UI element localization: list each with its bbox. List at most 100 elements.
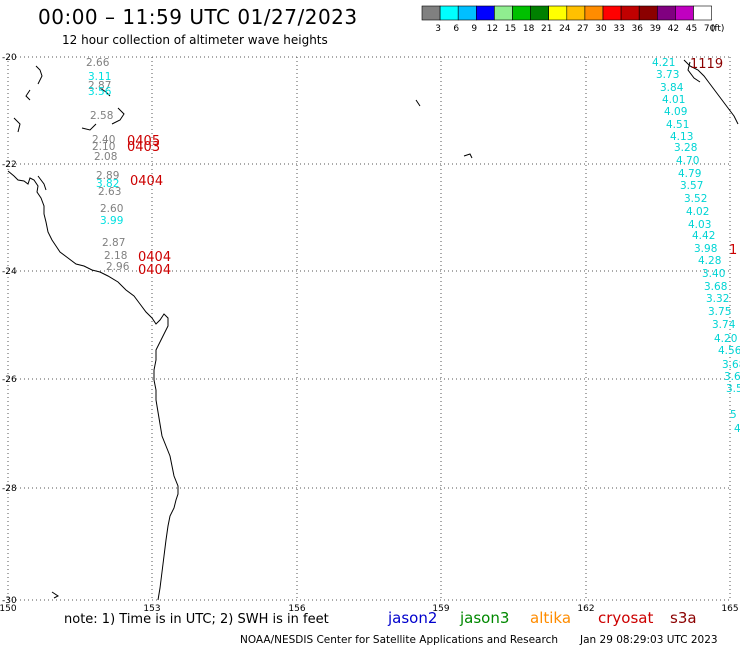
west-track-reading: 2.66 xyxy=(86,57,110,69)
coastline-fragment xyxy=(111,107,125,125)
mission-label-s3a: s3a xyxy=(670,609,697,627)
latitude-tick-label: -28 xyxy=(2,484,17,494)
east-track-reading: 4.79 xyxy=(678,168,701,180)
west-track-reading: 2.63 xyxy=(98,186,121,198)
scale-swatch xyxy=(693,5,712,21)
map-subtitle: 12 hour collection of altimeter wave hei… xyxy=(62,33,328,47)
east-track-reading: 4.01 xyxy=(662,94,685,106)
generated-timestamp: Jan 29 08:29:03 UTC 2023 xyxy=(580,634,718,646)
mission-label-cryosat: cryosat xyxy=(598,609,654,627)
latitude-tick-label: -30 xyxy=(2,596,17,606)
west-track-pass-time: 0404 xyxy=(130,174,163,189)
latitude-tick-label: -26 xyxy=(2,375,17,385)
coastline-fragment xyxy=(463,153,473,159)
east-track-reading: 4.51 xyxy=(666,119,689,131)
west-track-reading: 2.96 xyxy=(106,261,130,273)
east-track-reading: 4.56 xyxy=(718,345,740,357)
east-track-reading: 3.68 xyxy=(722,359,740,371)
longitude-tick-label: 153 xyxy=(143,604,160,614)
scale-threshold-label: 45 xyxy=(686,24,697,34)
scale-threshold-label: 6 xyxy=(453,24,459,34)
west-track-reading: 2.18 xyxy=(104,250,127,262)
east-track-reading: 3.32 xyxy=(706,293,729,305)
west-track-reading: 2.60 xyxy=(100,203,123,215)
scale-swatch xyxy=(656,5,676,21)
scale-threshold-label: 36 xyxy=(631,24,643,34)
coastline-fragment xyxy=(25,89,31,101)
scale-swatch xyxy=(566,5,586,21)
east-track-reading: 4.21 xyxy=(652,57,675,69)
coastline-fragment xyxy=(35,65,43,85)
scale-threshold-label: 3 xyxy=(435,24,441,34)
west-track-reading: 2.87 xyxy=(88,80,111,92)
map-title: 00:00 – 11:59 UTC 01/27/2023 xyxy=(38,5,358,29)
scale-swatch xyxy=(530,5,549,21)
west-track-reading: 2.10 xyxy=(92,141,115,153)
coastline-fragment xyxy=(13,117,21,133)
east-track-reading: 4 xyxy=(734,423,740,435)
east-track-reading: 4.02 xyxy=(686,206,709,218)
coastline-fragment xyxy=(415,99,421,107)
west-track-pass-time: 0405 xyxy=(127,134,160,149)
coastline-fragment xyxy=(37,175,47,191)
scale-threshold-label: 18 xyxy=(523,24,535,34)
east-track-reading: 3.98 xyxy=(694,243,717,255)
scale-threshold-label: 21 xyxy=(541,24,552,34)
longitude-tick-label: 156 xyxy=(288,604,305,614)
mission-label-jason2: jason2 xyxy=(388,609,438,627)
scale-threshold-label: 70 xyxy=(704,24,716,34)
latitude-tick-label: -20 xyxy=(2,53,17,63)
scale-unit-label: (ft) xyxy=(711,24,725,34)
scale-swatch xyxy=(457,5,477,21)
scale-threshold-label: 39 xyxy=(650,24,662,34)
coastline-fragment xyxy=(99,87,111,97)
mission-label-jason3: jason3 xyxy=(460,609,510,627)
west-track-reading: 3.11 xyxy=(88,71,111,83)
longitude-tick-label: 150 xyxy=(0,604,17,614)
east-track-reading: 4.28 xyxy=(698,255,721,267)
longitude-tick-label: 159 xyxy=(432,604,449,614)
west-track-reading: 3.82 xyxy=(96,178,119,190)
lat-lon-grid: 150 153 156 159 162 165 -20 -22 -24 -26 -28 -30 xyxy=(0,53,739,614)
scale-threshold-label: 12 xyxy=(487,24,498,34)
east-track-pass-time: 1119 xyxy=(690,57,723,72)
mission-label-altika: altika xyxy=(530,609,572,627)
scale-swatch xyxy=(675,5,694,21)
new-caledonia-coastline xyxy=(683,59,739,125)
west-track-reading: 3.56 xyxy=(88,86,112,98)
coastline xyxy=(7,59,739,601)
scale-threshold-label: 33 xyxy=(613,24,624,34)
scale-swatch xyxy=(475,5,495,21)
australia-coastline xyxy=(7,170,179,601)
scale-swatch xyxy=(620,5,640,21)
east-track-reading: 4.20 xyxy=(714,333,737,345)
west-track-pass-time: 0403 xyxy=(127,140,160,155)
east-track-reading: 3.74 xyxy=(712,319,736,331)
east-track-reading: 4.70 xyxy=(676,155,699,167)
latitude-tick-label: -22 xyxy=(2,160,17,170)
footer-note: note: 1) Time is in UTC; 2) SWH is in fe… xyxy=(64,612,329,627)
east-track-pass-time: 1 xyxy=(729,243,737,258)
east-track-reading: 3.75 xyxy=(708,306,731,318)
east-track-reading: 4.42 xyxy=(692,230,715,242)
east-track-reading: 3.73 xyxy=(656,69,679,81)
east-track-reading: 3.52 xyxy=(684,193,707,205)
east-track-reading: 3.57 xyxy=(680,180,703,192)
scale-swatch xyxy=(638,5,658,21)
west-track-reading: 2.89 xyxy=(96,170,119,182)
longitude-tick-label: 165 xyxy=(721,604,738,614)
scale-swatch xyxy=(602,5,622,21)
longitude-tick-label: 162 xyxy=(577,604,594,614)
east-track-reading: 3.84 xyxy=(660,82,684,94)
scale-threshold-label: 15 xyxy=(505,24,516,34)
scale-threshold-label: 24 xyxy=(559,24,571,34)
east-track-reading: 3.40 xyxy=(702,268,725,280)
west-track-reading: 2.08 xyxy=(94,151,117,163)
east-track-reading: 3.6 xyxy=(724,371,740,383)
east-track-reading: 4.09 xyxy=(664,106,687,118)
credit-line: NOAA/NESDIS Center for Satellite Applica… xyxy=(240,634,558,646)
east-track-reading: 5 xyxy=(730,409,737,421)
color-scale-legend: 3 6 9 12 15 18 21 24 27 30 33 36 39 42 45 70(ft) xyxy=(421,5,725,34)
